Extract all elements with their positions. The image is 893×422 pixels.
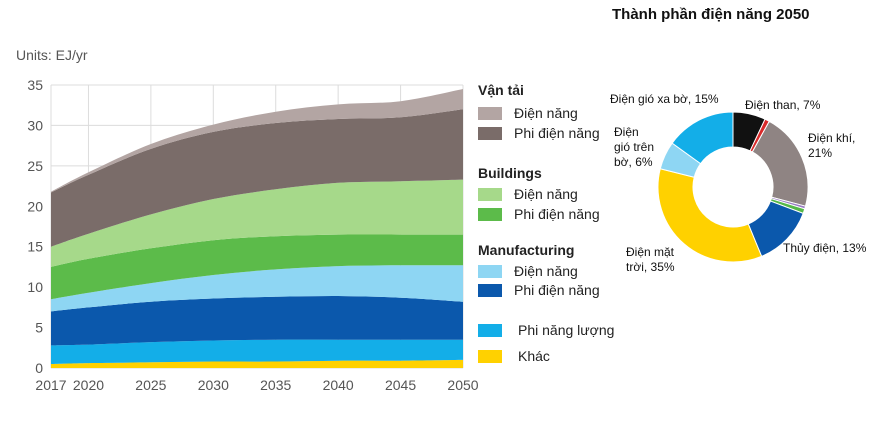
legend-swatch <box>478 350 502 363</box>
pie-label-giotrenbo-2: gió trên <box>614 140 654 154</box>
area-series-5 <box>51 179 463 267</box>
pie-label-khi-1: Điện khí, <box>808 131 855 145</box>
legend-item-label: Điện năng <box>514 186 578 202</box>
legend-swatch <box>478 208 502 221</box>
donut-slice-6 <box>657 168 763 263</box>
legend-swatch <box>478 107 502 120</box>
pie-label-mattroi-2: trời, 35% <box>626 260 675 274</box>
legend-swatch <box>478 284 502 297</box>
units-label: Units: EJ/yr <box>16 47 88 63</box>
legend-group-title: Buildings <box>478 165 542 181</box>
x-tick-label: 2017 <box>35 377 66 393</box>
y-tick-label: 25 <box>27 158 43 174</box>
area-layer <box>51 89 463 368</box>
pie-label-giotrenbo-3: bờ, 6% <box>614 155 653 169</box>
area-series-6 <box>51 109 463 247</box>
x-tick-label: 2045 <box>385 377 416 393</box>
legend-swatch <box>478 265 502 278</box>
y-tick-label: 35 <box>27 77 43 93</box>
legend-item-label: Phi điện năng <box>514 206 600 222</box>
legend-group-title: Vận tải <box>478 82 524 98</box>
legend-item-label: Phi điện năng <box>514 125 600 141</box>
pie-labels: Điện than, 7% Điện khí, 21% Thủy điện, 1… <box>610 92 867 274</box>
legend: Vận tải Điện năng Phi điện năng Buildings Đi… <box>478 82 614 364</box>
x-tick-label: 2050 <box>447 377 478 393</box>
x-tick-label: 2035 <box>260 377 291 393</box>
y-tick-label: 15 <box>27 239 43 255</box>
pie-label-gioxabo: Điện gió xa bờ, 15% <box>610 92 719 106</box>
area-series-3 <box>51 265 463 312</box>
y-tick-label: 20 <box>27 198 43 214</box>
area-series-2 <box>51 295 463 346</box>
legend-item-label: Điện năng <box>514 263 578 279</box>
pie-label-thuy: Thủy điện, 13% <box>783 241 867 255</box>
legend-swatch <box>478 127 502 140</box>
legend-item-label: Điện năng <box>514 105 578 121</box>
area-series-4 <box>51 234 463 300</box>
legend-item-label: Khác <box>518 348 550 364</box>
y-tick-label: 30 <box>27 117 43 133</box>
x-tick-label: 2040 <box>323 377 354 393</box>
legend-item-label: Phi điện năng <box>514 282 600 298</box>
x-tick-label: 2030 <box>198 377 229 393</box>
y-tick-label: 10 <box>27 279 43 295</box>
x-tick-label: 2025 <box>135 377 166 393</box>
x-tick-label: 2020 <box>73 377 104 393</box>
y-tick-label: 5 <box>35 320 43 336</box>
area-series-7 <box>51 89 463 193</box>
legend-swatch <box>478 188 502 201</box>
area-series-1 <box>51 339 463 364</box>
pie-label-giotrenbo-1: Điện <box>614 125 639 139</box>
area-series-0 <box>51 359 463 368</box>
legend-item-label: Phi năng lượng <box>518 322 614 338</box>
pie-label-than: Điện than, 7% <box>745 98 821 112</box>
pie-label-khi-2: 21% <box>808 146 832 160</box>
y-tick-label: 0 <box>35 360 43 376</box>
pie-slices <box>657 111 809 263</box>
donut-slice-8 <box>671 111 734 165</box>
pie-label-mattroi-1: Điện mặt <box>626 245 675 259</box>
legend-swatch <box>478 324 502 337</box>
legend-group-title: Manufacturing <box>478 242 574 258</box>
pie-title: Thành phần điện năng 2050 <box>612 6 810 23</box>
